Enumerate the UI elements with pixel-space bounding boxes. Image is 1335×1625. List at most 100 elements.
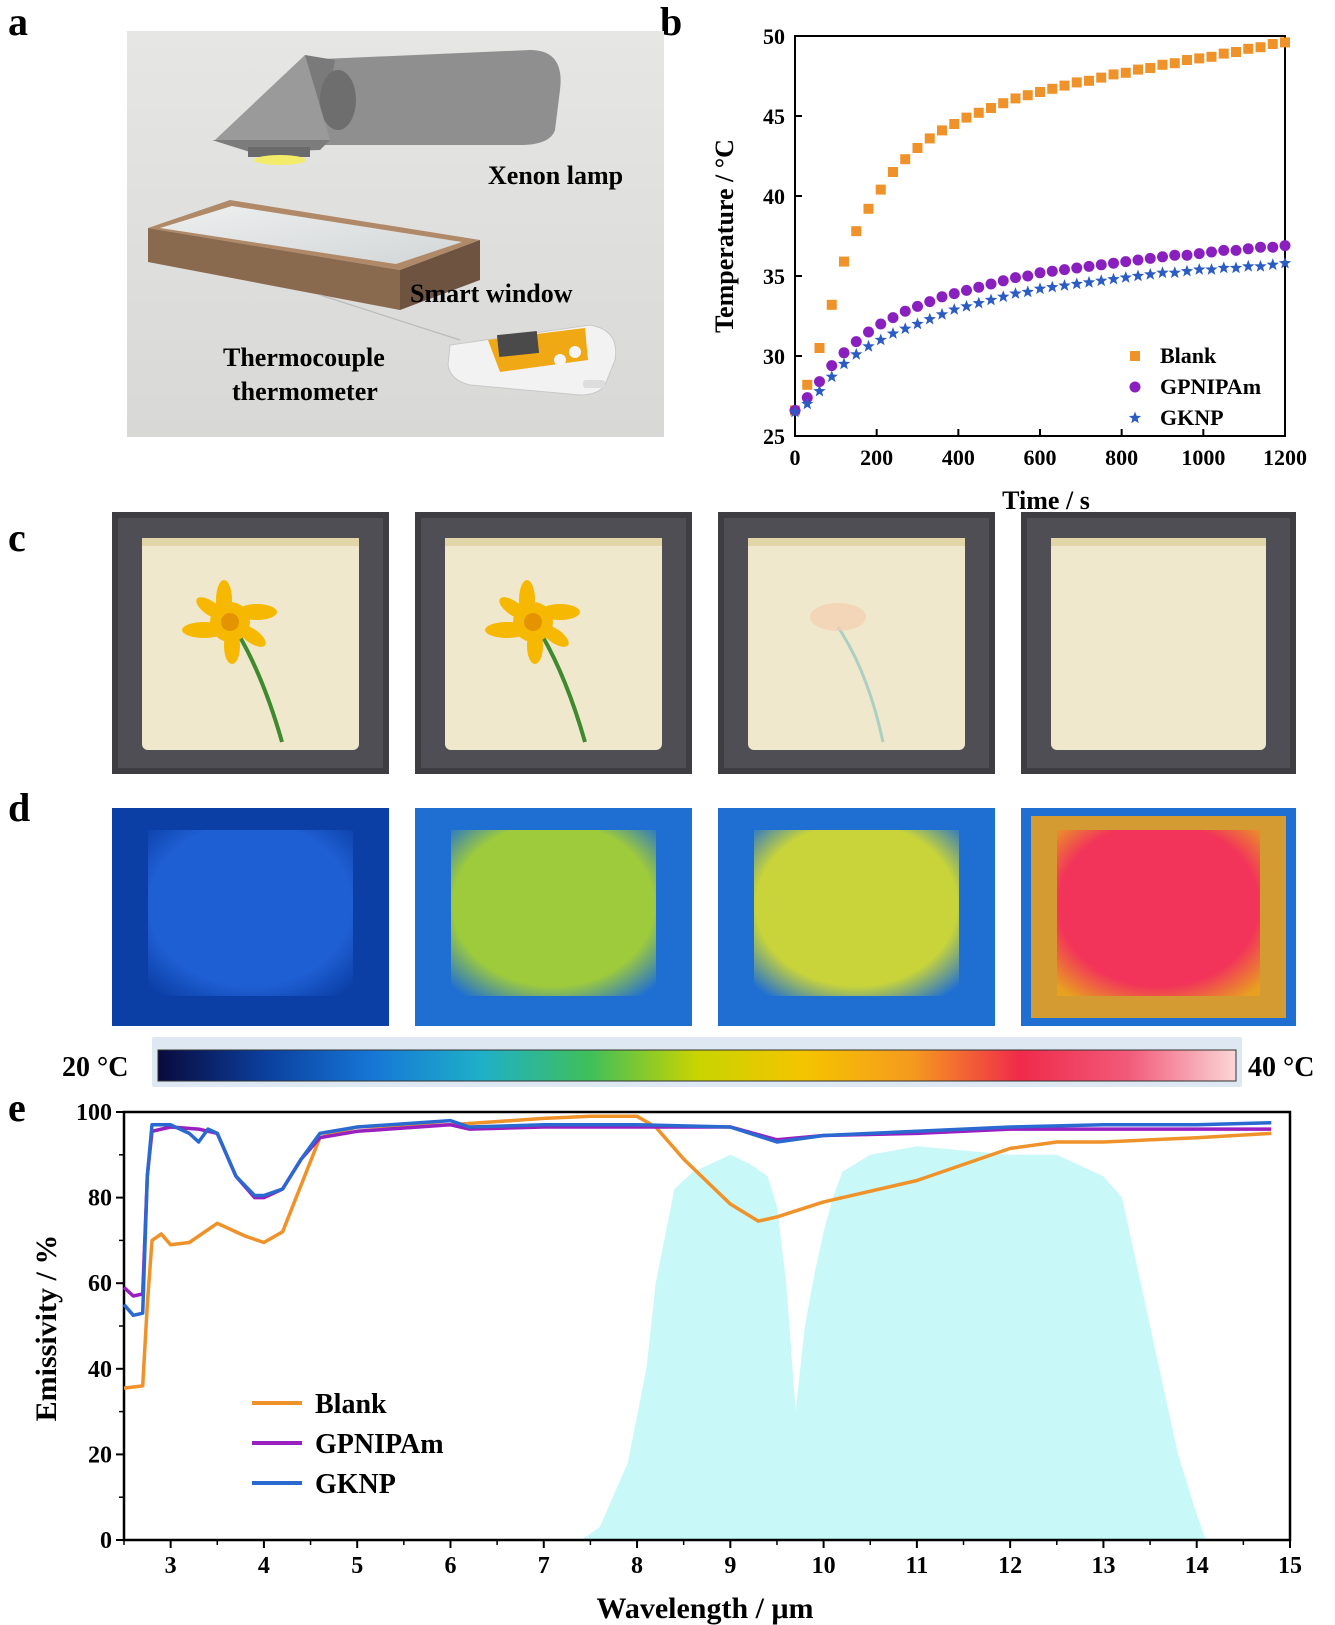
e-ylabel: Emissivity / % xyxy=(30,1235,63,1422)
b-point-blank xyxy=(1280,37,1290,48)
thermal-image xyxy=(415,808,692,1026)
e-legend-label-gpnipam: GPNIPAm xyxy=(315,1429,444,1460)
b-point-gpnipam xyxy=(961,284,972,296)
b-point-blank xyxy=(900,154,911,165)
b-point-blank xyxy=(1243,43,1254,54)
e-xlabel: Wavelength / μm xyxy=(596,1592,813,1625)
window-photo xyxy=(415,512,692,774)
b-point-gknp xyxy=(874,333,887,346)
b-legend-marker-gknp xyxy=(1128,411,1142,424)
panel-a-illustration: Xenon lamp Smart window Thermocouple the… xyxy=(127,31,664,437)
b-point-gpnipam xyxy=(1279,240,1291,252)
b-xtick-label: 1200 xyxy=(1263,445,1307,470)
b-ytick-label: 40 xyxy=(763,184,785,209)
e-legend-label-blank: Blank xyxy=(315,1389,387,1420)
e-xtick-label: 11 xyxy=(906,1553,929,1579)
b-point-gpnipam xyxy=(887,312,899,324)
b-point-gpnipam xyxy=(1132,254,1144,266)
b-point-blank xyxy=(1108,69,1119,80)
b-point-gknp xyxy=(1033,282,1047,295)
b-point-gknp xyxy=(1156,266,1169,279)
b-point-gknp xyxy=(911,317,924,330)
e-xtick-label: 3 xyxy=(165,1553,177,1579)
b-point-blank xyxy=(937,125,947,136)
b-point-gknp xyxy=(1046,280,1059,293)
b-point-gpnipam xyxy=(863,326,874,338)
b-point-blank xyxy=(1133,64,1143,75)
b-point-gknp xyxy=(886,327,900,339)
lamp-label: Xenon lamp xyxy=(488,161,623,190)
b-point-gpnipam xyxy=(1193,248,1205,260)
b-point-gknp xyxy=(1058,279,1071,291)
b-point-gpnipam xyxy=(1157,251,1168,263)
b-point-gknp xyxy=(935,307,949,320)
e-line-gpnipam xyxy=(122,1123,1272,1298)
b-point-gknp xyxy=(837,357,851,370)
e-ytick-label: 20 xyxy=(88,1442,112,1468)
b-xtick-label: 400 xyxy=(942,445,975,470)
thermal-image xyxy=(1021,808,1296,1026)
b-point-gknp xyxy=(1180,264,1194,277)
b-xtick-label: 0 xyxy=(790,445,801,470)
b-point-gpnipam xyxy=(1206,246,1217,258)
b-point-gpnipam xyxy=(801,392,813,404)
b-point-blank xyxy=(973,107,984,118)
b-point-blank xyxy=(1182,55,1192,65)
b-point-gknp xyxy=(788,405,802,418)
b-point-blank xyxy=(888,167,898,177)
b-point-blank xyxy=(986,103,996,113)
b-point-gpnipam xyxy=(1095,259,1107,271)
b-point-blank xyxy=(1206,51,1217,62)
b-point-gpnipam xyxy=(1230,244,1242,256)
b-point-blank xyxy=(802,379,813,390)
b-point-blank xyxy=(851,226,862,237)
panel-label-a: a xyxy=(8,0,28,44)
window-photo xyxy=(112,512,389,774)
b-point-blank xyxy=(949,119,960,129)
e-xtick-label: 10 xyxy=(812,1553,836,1579)
b-point-blank xyxy=(1096,72,1107,83)
panel-label-e: e xyxy=(8,1085,26,1130)
b-point-blank xyxy=(1157,59,1168,70)
colorbar-gradient xyxy=(157,1049,1237,1082)
b-point-blank xyxy=(863,203,874,214)
b-point-blank xyxy=(1084,75,1094,86)
b-point-gknp xyxy=(1095,274,1108,287)
b-point-gpnipam xyxy=(1010,272,1021,284)
b-point-gknp xyxy=(801,397,814,410)
b-point-gpnipam xyxy=(1267,241,1279,253)
window-photo xyxy=(1021,512,1296,774)
b-point-gpnipam xyxy=(1059,264,1070,276)
b-point-gknp xyxy=(1193,263,1206,275)
b-point-gpnipam xyxy=(948,288,960,300)
b-point-blank xyxy=(924,133,935,144)
b-point-gknp xyxy=(1266,258,1279,271)
b-point-blank xyxy=(1194,53,1205,64)
b-point-gknp xyxy=(1278,256,1292,269)
b-point-gknp xyxy=(1021,285,1034,298)
e-ytick-label: 40 xyxy=(88,1357,112,1383)
b-ytick-label: 50 xyxy=(763,24,785,49)
e-xtick-label: 13 xyxy=(1091,1553,1115,1579)
b-point-gknp xyxy=(1242,259,1255,272)
b-point-gknp xyxy=(1009,287,1022,299)
b-point-blank xyxy=(875,184,886,195)
b-point-blank xyxy=(1022,90,1033,101)
e-xtick-label: 12 xyxy=(998,1553,1022,1579)
e-ytick-label: 0 xyxy=(100,1528,112,1554)
b-point-blank xyxy=(998,98,1009,109)
b-point-blank xyxy=(1047,83,1058,94)
b-point-gpnipam xyxy=(875,318,887,330)
b-point-gknp xyxy=(1107,272,1120,285)
e-xtick-label: 9 xyxy=(724,1553,736,1579)
b-legend-label-gpnipam: GPNIPAm xyxy=(1160,374,1261,399)
b-point-gknp xyxy=(1254,259,1267,272)
b-point-gpnipam xyxy=(1144,252,1156,264)
b-point-gpnipam xyxy=(1169,249,1181,261)
b-ylabel: Temperature / °C xyxy=(710,139,739,333)
colorbar-min-label: 20 °C xyxy=(62,1052,128,1083)
window-label: Smart window xyxy=(410,279,573,308)
thermometer-label-line2: thermometer xyxy=(232,377,378,406)
b-point-gpnipam xyxy=(1108,257,1119,269)
b-point-gpnipam xyxy=(1255,241,1266,253)
